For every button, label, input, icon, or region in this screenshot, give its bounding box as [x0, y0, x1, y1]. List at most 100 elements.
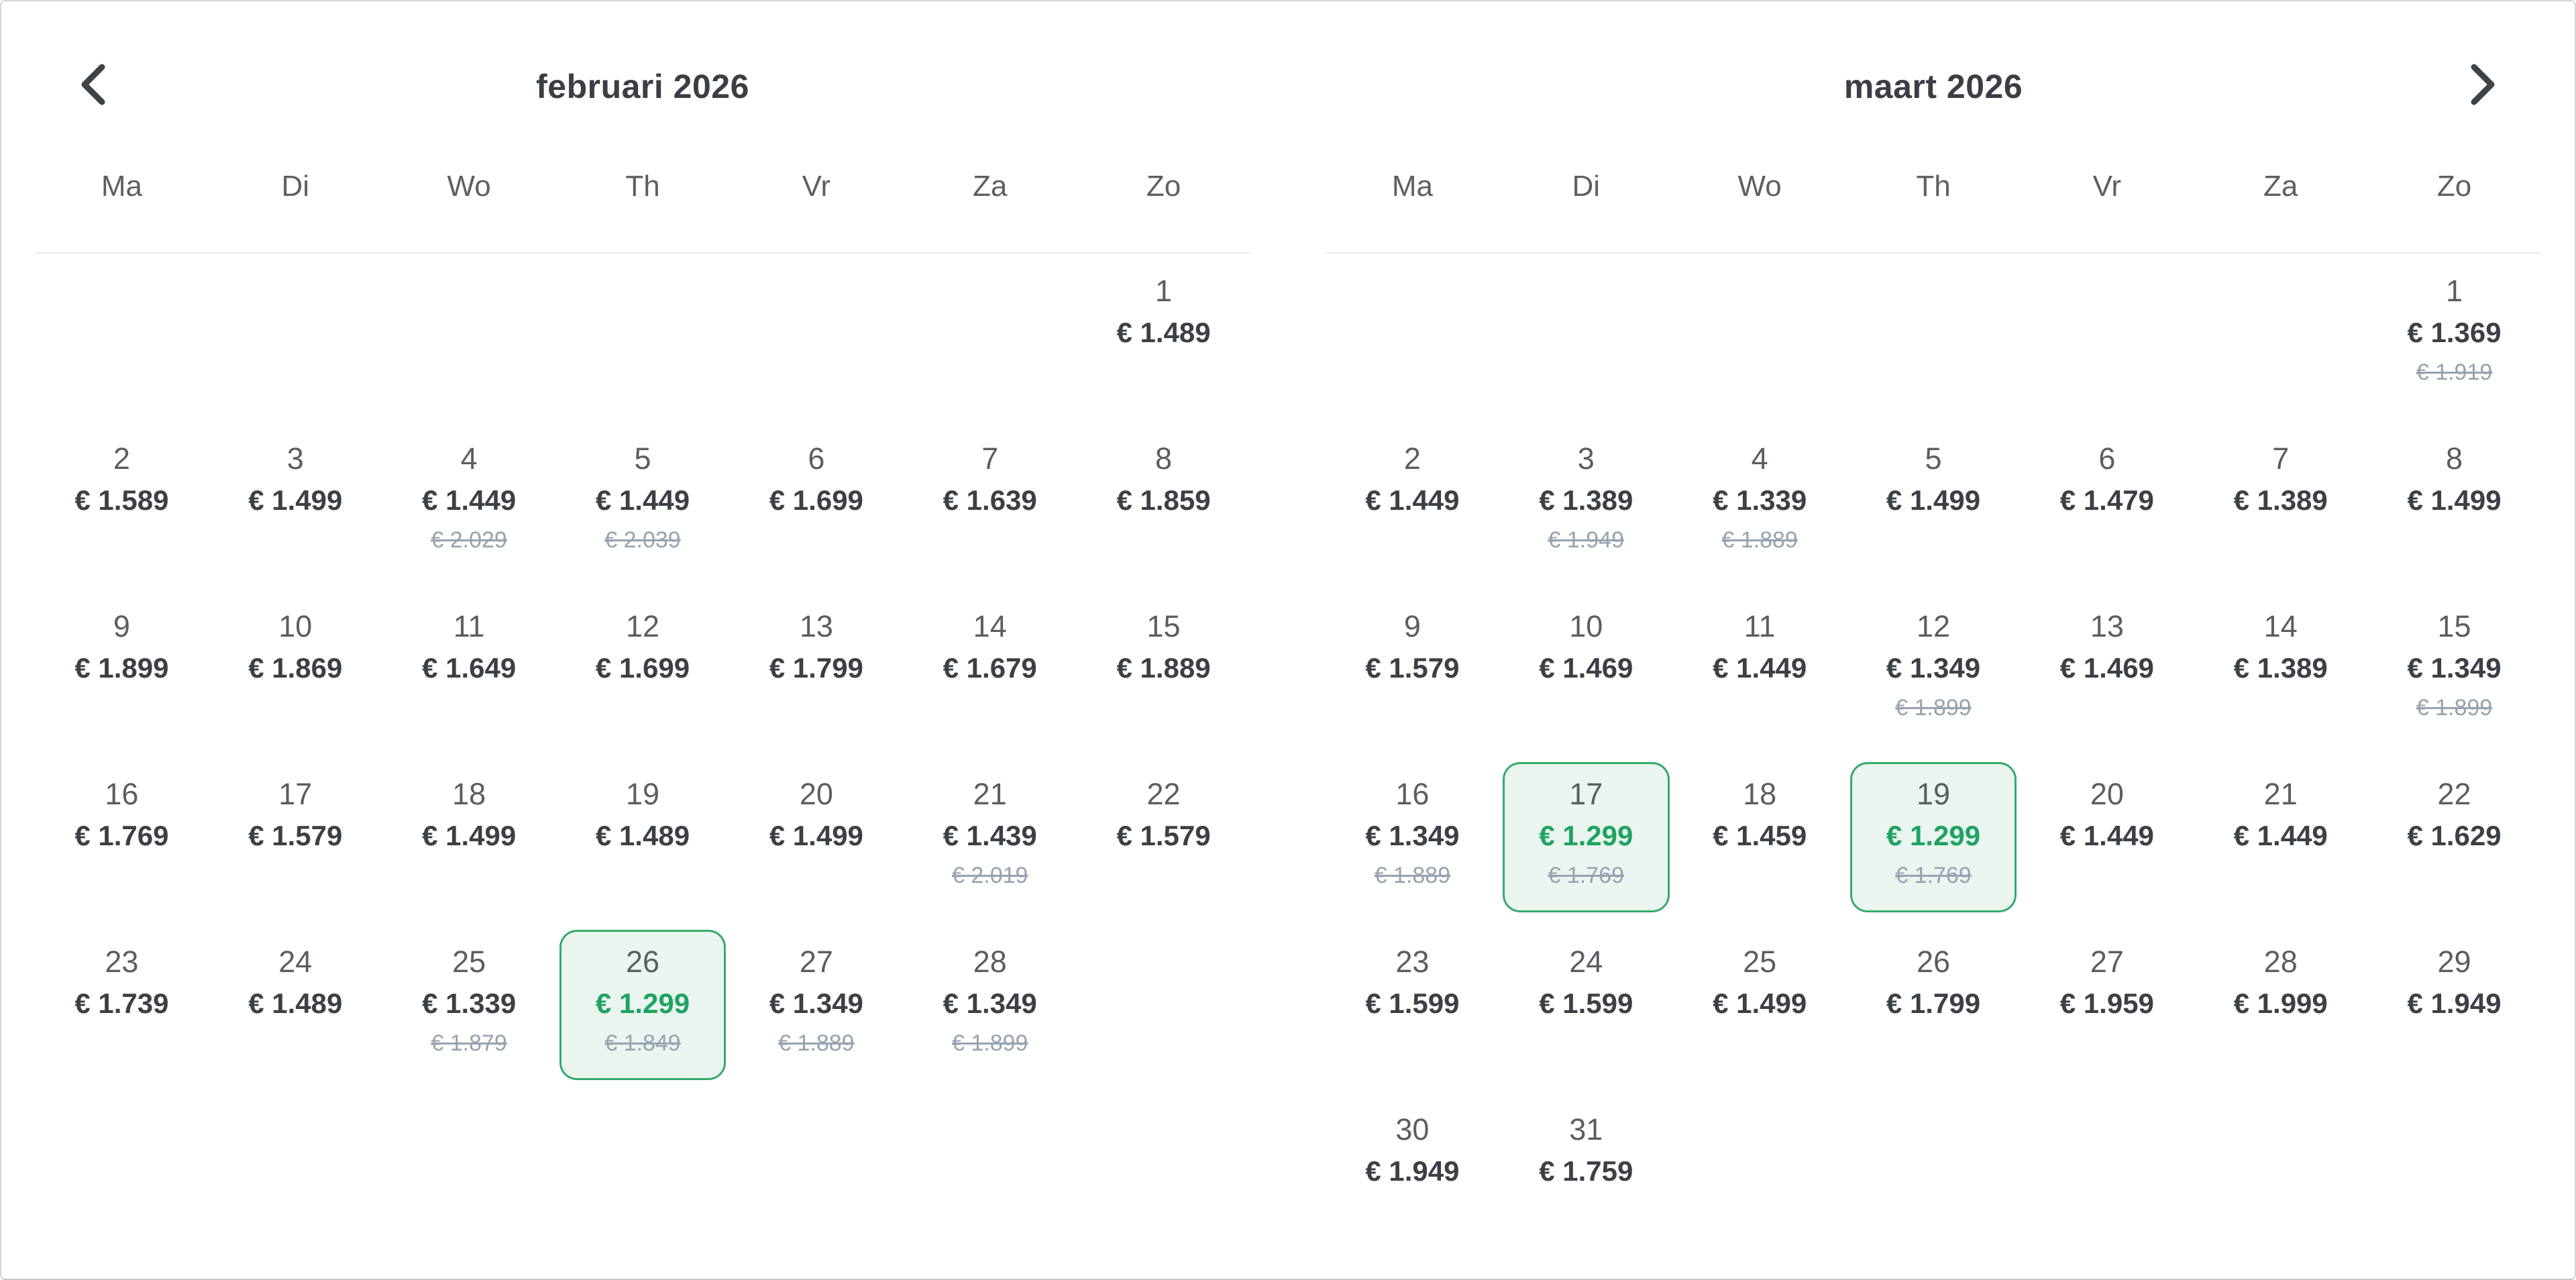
header-divider	[35, 252, 1250, 254]
price: € 1.629	[2407, 820, 2502, 851]
weekday-label: Wo	[447, 170, 491, 203]
old-price: € 1.889	[778, 1030, 855, 1056]
old-price: € 1.919	[2416, 360, 2493, 385]
day-cell[interactable]: 10 € 1.869	[212, 594, 379, 745]
empty-cell	[2023, 259, 2190, 409]
day-cell[interactable]: 2 € 1.449	[1329, 427, 1496, 577]
day-cell[interactable]: 5 € 1.499	[1850, 427, 2017, 577]
day-cell[interactable]: 27 € 1.959	[2023, 930, 2190, 1080]
price: € 1.489	[248, 988, 343, 1019]
day-cell[interactable]: 16 € 1.769	[38, 762, 205, 912]
price: € 1.489	[1116, 317, 1211, 348]
day-cell[interactable]: 22 € 1.629	[2371, 762, 2538, 912]
day-cell[interactable]: 20 € 1.449	[2023, 762, 2190, 912]
day-cell[interactable]: 3 € 1.389 € 1.949	[1503, 427, 1670, 577]
day-cell[interactable]: 28 € 1.999	[2197, 930, 2364, 1080]
weekday-label: Ma	[101, 170, 142, 203]
day-cell[interactable]: 4 € 1.449 € 2.029	[386, 427, 553, 577]
day-number: 23	[105, 945, 139, 979]
day-cell[interactable]: 15 € 1.349 € 1.899	[2371, 594, 2538, 745]
day-cell[interactable]: 31 € 1.759	[1503, 1098, 1670, 1248]
day-cell[interactable]: 7 € 1.639	[906, 427, 1073, 577]
day-cell[interactable]: 11 € 1.449	[1676, 594, 1843, 745]
day-cell[interactable]: 18 € 1.499	[386, 762, 553, 912]
day-cell[interactable]: 15 € 1.889	[1080, 594, 1247, 745]
day-cell[interactable]: 19 € 1.489	[559, 762, 727, 912]
day-cell[interactable]: 24 € 1.489	[212, 930, 379, 1080]
price: € 1.499	[1713, 988, 1807, 1019]
day-number: 14	[973, 609, 1007, 643]
day-cell[interactable]: 14 € 1.679	[906, 594, 1073, 745]
day-cell[interactable]: 17 € 1.579	[212, 762, 379, 912]
day-cell[interactable]: 25 € 1.499	[1676, 930, 1843, 1080]
day-cell[interactable]: 1 € 1.369 € 1.919	[2371, 259, 2538, 409]
day-cell[interactable]: 21 € 1.439 € 2.019	[906, 762, 1073, 912]
day-cell[interactable]: 5 € 1.449 € 2.039	[559, 427, 727, 577]
price: € 1.349	[1365, 820, 1460, 851]
day-number: 9	[113, 609, 130, 643]
day-cell[interactable]: 4 € 1.339 € 1.889	[1676, 427, 1843, 577]
day-cell[interactable]: 7 € 1.389	[2197, 427, 2364, 577]
price: € 1.639	[943, 484, 1037, 516]
day-cell[interactable]: 11 € 1.649	[386, 594, 553, 745]
day-cell[interactable]: 3 € 1.499	[212, 427, 379, 577]
price: € 1.889	[1116, 652, 1211, 684]
day-number: 8	[1155, 441, 1173, 476]
day-cell[interactable]: 16 € 1.349 € 1.889	[1329, 762, 1496, 912]
day-cell[interactable]: 8 € 1.859	[1080, 427, 1247, 577]
day-cell[interactable]: 13 € 1.469	[2023, 594, 2190, 745]
day-cell-selected[interactable]: 17 € 1.299 € 1.769	[1502, 762, 1670, 912]
day-number: 29	[2437, 945, 2471, 979]
prev-month-button[interactable]	[66, 58, 119, 111]
month-title: maart 2026	[1843, 68, 2023, 105]
day-cell[interactable]: 6 € 1.699	[733, 427, 900, 577]
day-cell[interactable]: 25 € 1.339 € 1.879	[386, 930, 553, 1080]
price: € 1.389	[1539, 484, 1633, 516]
price: € 1.489	[595, 820, 690, 851]
price: € 1.799	[769, 652, 863, 684]
price: € 1.479	[2059, 484, 2154, 516]
day-cell[interactable]: 9 € 1.579	[1329, 594, 1496, 745]
day-number: 15	[2437, 609, 2471, 643]
day-cell[interactable]: 28 € 1.349 € 1.899	[906, 930, 1073, 1080]
price: € 1.449	[2233, 820, 2328, 851]
day-cell[interactable]: 29 € 1.949	[2371, 930, 2538, 1080]
next-month-button[interactable]	[2457, 58, 2510, 111]
day-cell[interactable]: 14 € 1.389	[2197, 594, 2364, 745]
day-number: 25	[1743, 945, 1777, 979]
day-cell[interactable]: 13 € 1.799	[733, 594, 900, 745]
day-cell[interactable]: 23 € 1.599	[1329, 930, 1496, 1080]
day-number: 5	[1925, 441, 1942, 476]
empty-cell	[1329, 259, 1496, 409]
day-cell[interactable]: 6 € 1.479	[2023, 427, 2190, 577]
day-cell[interactable]: 21 € 1.449	[2197, 762, 2364, 912]
day-cell[interactable]: 12 € 1.349 € 1.899	[1850, 594, 2017, 745]
day-cell[interactable]: 10 € 1.469	[1503, 594, 1670, 745]
day-cell[interactable]: 2 € 1.589	[38, 427, 205, 577]
day-cell[interactable]: 22 € 1.579	[1080, 762, 1247, 912]
day-cell[interactable]: 30 € 1.949	[1329, 1098, 1496, 1248]
weekday-label: Za	[2263, 170, 2298, 203]
day-cell[interactable]: 18 € 1.459	[1676, 762, 1843, 912]
day-cell[interactable]: 23 € 1.739	[38, 930, 205, 1080]
day-cell[interactable]: 24 € 1.599	[1503, 930, 1670, 1080]
day-cell-selected[interactable]: 19 € 1.299 € 1.769	[1849, 762, 2017, 912]
old-price: € 1.849	[604, 1030, 681, 1056]
day-number: 12	[625, 609, 660, 643]
price: € 1.499	[1886, 484, 1981, 516]
day-number: 6	[808, 441, 825, 476]
day-cell[interactable]: 9 € 1.899	[38, 594, 205, 745]
day-cell[interactable]: 27 € 1.349 € 1.889	[733, 930, 900, 1080]
day-cell-selected[interactable]: 26 € 1.299 € 1.849	[559, 930, 727, 1080]
day-number: 1	[1155, 274, 1173, 308]
old-price: € 1.889	[1374, 863, 1451, 888]
day-number: 18	[1743, 777, 1777, 811]
day-cell[interactable]: 1 € 1.489	[1080, 259, 1247, 409]
day-cell[interactable]: 26 € 1.799	[1850, 930, 2017, 1080]
day-cell[interactable]: 12 € 1.699	[559, 594, 727, 745]
price: € 1.739	[74, 988, 169, 1019]
day-cell[interactable]: 20 € 1.499	[733, 762, 900, 912]
weekday-label: Vr	[2092, 170, 2122, 203]
day-cell[interactable]: 8 € 1.499	[2371, 427, 2538, 577]
day-number: 20	[2090, 777, 2124, 811]
